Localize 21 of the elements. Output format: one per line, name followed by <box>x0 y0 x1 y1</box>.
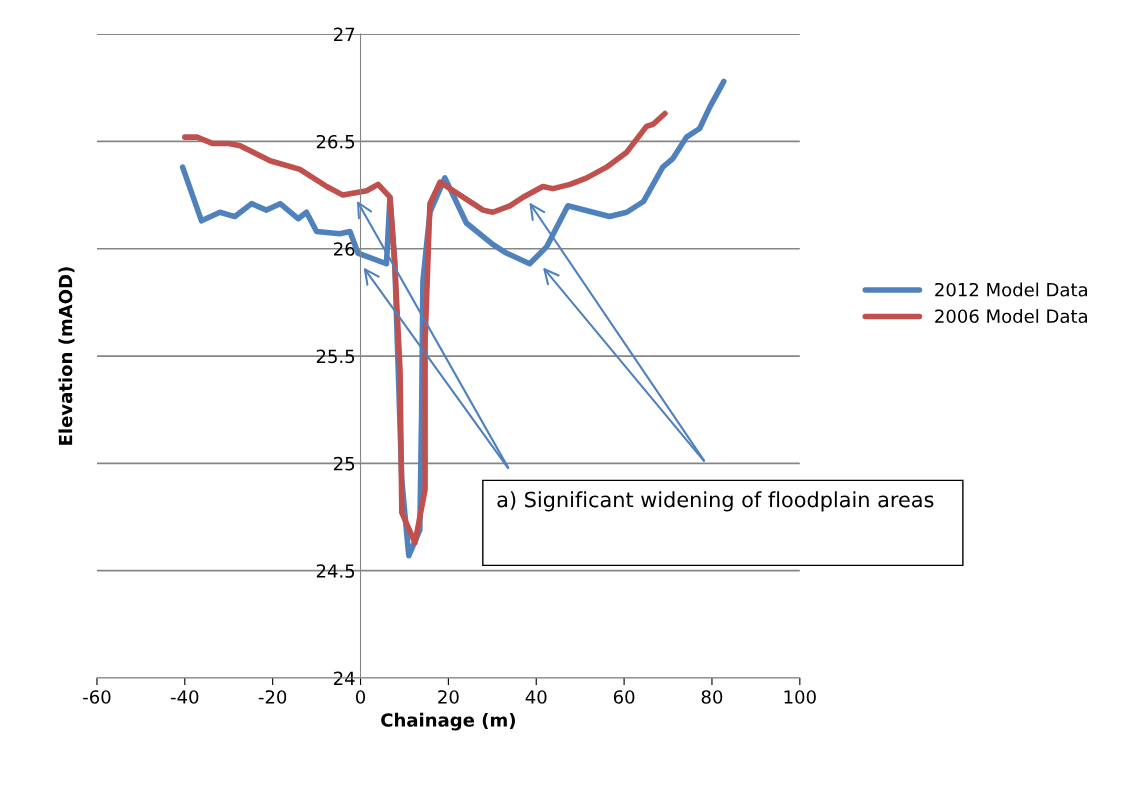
x-tick-label: 60 <box>613 690 635 704</box>
y-axis-title: Elevation (mAOD) <box>58 267 75 445</box>
x-tick-label: -40 <box>170 690 199 704</box>
x-tick-label: -60 <box>83 690 111 704</box>
legend-label: 2006 Model Data <box>935 309 1087 324</box>
y-tick-label: 25 <box>334 456 355 471</box>
y-tick-label: 24 <box>334 671 355 685</box>
x-tick-label: 100 <box>784 690 816 704</box>
legend-label: 2012 Model Data <box>935 282 1087 297</box>
x-tick-label: -20 <box>258 690 287 704</box>
y-tick-label: 25.5 <box>316 349 355 364</box>
y-tick-label: 26.5 <box>316 134 355 149</box>
x-tick-label: 80 <box>701 690 723 704</box>
y-tick-label: 24.5 <box>316 564 355 578</box>
y-tick-label: 26 <box>334 242 355 256</box>
x-tick-label: 0 <box>355 690 366 704</box>
y-tick-label: 27 <box>334 27 355 41</box>
x-axis-title: Chainage (m) <box>381 712 515 731</box>
x-tick-label: 20 <box>438 690 459 704</box>
annotation: a) Significant widening of floodplain areas <box>497 491 934 512</box>
x-tick-label: 40 <box>525 690 547 704</box>
